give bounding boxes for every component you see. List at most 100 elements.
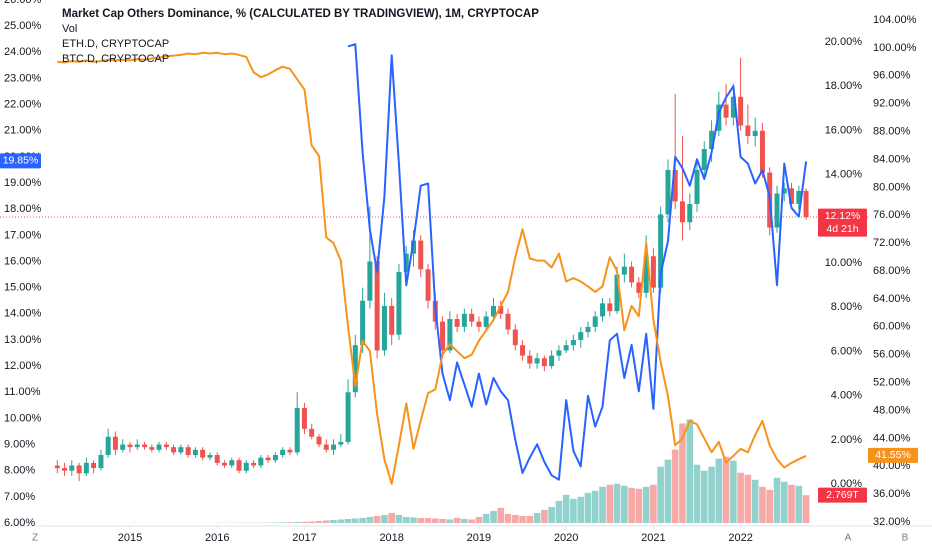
candle-body bbox=[287, 449, 293, 453]
x-tick-label: 2021 bbox=[641, 532, 665, 544]
candle-body bbox=[665, 169, 671, 215]
candle-body bbox=[490, 305, 496, 317]
volume-bar bbox=[759, 486, 766, 523]
candle-body bbox=[214, 455, 220, 463]
volume-bar bbox=[279, 522, 286, 523]
x-tick-label: 2015 bbox=[118, 532, 142, 544]
candle-body bbox=[309, 428, 315, 437]
candle-body bbox=[803, 190, 809, 218]
volume-bar bbox=[497, 507, 505, 523]
candle-body bbox=[243, 462, 249, 471]
candle-body bbox=[360, 300, 366, 346]
y-mid-tick-label: 8.00% bbox=[831, 301, 862, 313]
candle-body bbox=[483, 316, 489, 327]
candle-body bbox=[578, 332, 584, 340]
volume-bar bbox=[664, 459, 672, 523]
y2-tick-label: 52.00% bbox=[873, 376, 911, 388]
candle-body bbox=[294, 407, 300, 453]
candle-body bbox=[629, 266, 635, 283]
y-tick-label: 13.00% bbox=[4, 334, 42, 346]
y-mid-tick-label: 14.00% bbox=[825, 169, 863, 181]
volume-bar bbox=[773, 477, 781, 523]
volume-bar bbox=[373, 515, 381, 523]
volume-bar bbox=[337, 519, 345, 523]
candle-body bbox=[425, 269, 431, 301]
candle-body bbox=[781, 188, 787, 194]
volume-bar bbox=[628, 487, 635, 523]
y-tick-label: 21.00% bbox=[4, 125, 42, 137]
y-tick-label: 25.00% bbox=[4, 20, 42, 32]
volume-bar bbox=[439, 518, 446, 523]
axis-layer: 6.00% 7.00% 8.00% 9.00% 10.00% 11.00% 12.00% 13… bbox=[0, 0, 918, 544]
candle-body bbox=[98, 455, 104, 469]
candle-body bbox=[221, 462, 227, 466]
y-tick-label: 17.00% bbox=[4, 229, 42, 241]
candle-body bbox=[185, 447, 191, 456]
y-mid-tick-label: 4.00% bbox=[831, 390, 862, 402]
y2-tick-label: 88.00% bbox=[873, 125, 911, 137]
candle-body bbox=[301, 407, 307, 429]
candle-body bbox=[527, 355, 533, 364]
volume-bar bbox=[686, 419, 694, 523]
price-marker-sublabel: 4d 21h bbox=[826, 223, 858, 235]
volume-bar bbox=[424, 517, 432, 523]
volume-bar bbox=[490, 510, 497, 523]
volume-bar bbox=[802, 495, 810, 523]
y-mid-tick-label: 0.00% bbox=[831, 478, 862, 490]
volume-bar bbox=[599, 486, 606, 523]
y-tick-label: 14.00% bbox=[4, 308, 42, 320]
y-tick-label: 24.00% bbox=[4, 46, 42, 58]
volume-bar bbox=[402, 516, 410, 523]
price-marker-label: 2.769T bbox=[826, 489, 859, 501]
volume-bar bbox=[584, 492, 592, 523]
axis-button: A bbox=[845, 533, 852, 544]
price-marker bbox=[0, 153, 41, 169]
candle-body bbox=[440, 321, 446, 351]
y-tick-label: 19.00% bbox=[4, 177, 42, 189]
volume-bar bbox=[679, 423, 686, 523]
volume-bar bbox=[410, 517, 417, 523]
candle-body bbox=[352, 345, 358, 393]
volume-bar bbox=[621, 485, 628, 523]
candle-body bbox=[643, 256, 649, 293]
candle-body bbox=[505, 313, 511, 330]
y2-tick-label: 92.00% bbox=[873, 98, 911, 110]
candle-body bbox=[345, 392, 351, 442]
candle-body bbox=[381, 305, 387, 351]
y2-tick-label: 76.00% bbox=[873, 209, 911, 221]
candle-body bbox=[374, 261, 380, 351]
candle-body bbox=[338, 441, 344, 445]
candle-body bbox=[83, 462, 89, 474]
candle-body bbox=[251, 462, 257, 466]
volume-bar bbox=[315, 520, 323, 523]
y-mid-tick-label: 10.00% bbox=[825, 257, 863, 269]
candle-body bbox=[621, 266, 627, 275]
y2-tick-label: 64.00% bbox=[873, 293, 911, 305]
candle-body bbox=[62, 468, 68, 471]
candle-body bbox=[120, 444, 126, 450]
candle-body bbox=[512, 329, 518, 346]
candle-body bbox=[258, 457, 264, 466]
volume-bar bbox=[613, 483, 621, 523]
y2-tick-label: 100.00% bbox=[873, 42, 917, 54]
price-marker-label: 41.55% bbox=[875, 449, 911, 461]
candle-body bbox=[570, 339, 576, 346]
volume-bar bbox=[359, 517, 366, 523]
y-mid-tick-label: 16.00% bbox=[825, 124, 863, 136]
volume-bar bbox=[504, 513, 512, 523]
volume-bar bbox=[606, 484, 614, 523]
candle-body bbox=[272, 455, 278, 461]
candle-body bbox=[520, 345, 526, 356]
candle-body bbox=[112, 436, 118, 450]
axis-button: B bbox=[902, 533, 909, 544]
volume-bar bbox=[301, 521, 308, 523]
candle-body bbox=[54, 465, 60, 469]
candle-body bbox=[607, 303, 613, 312]
candle-body bbox=[701, 149, 707, 170]
volume-bar bbox=[272, 522, 279, 523]
volume-bar bbox=[591, 490, 599, 523]
x-tick-label: 2017 bbox=[292, 532, 316, 544]
candle-body bbox=[134, 444, 140, 448]
volume-bar bbox=[366, 516, 374, 523]
